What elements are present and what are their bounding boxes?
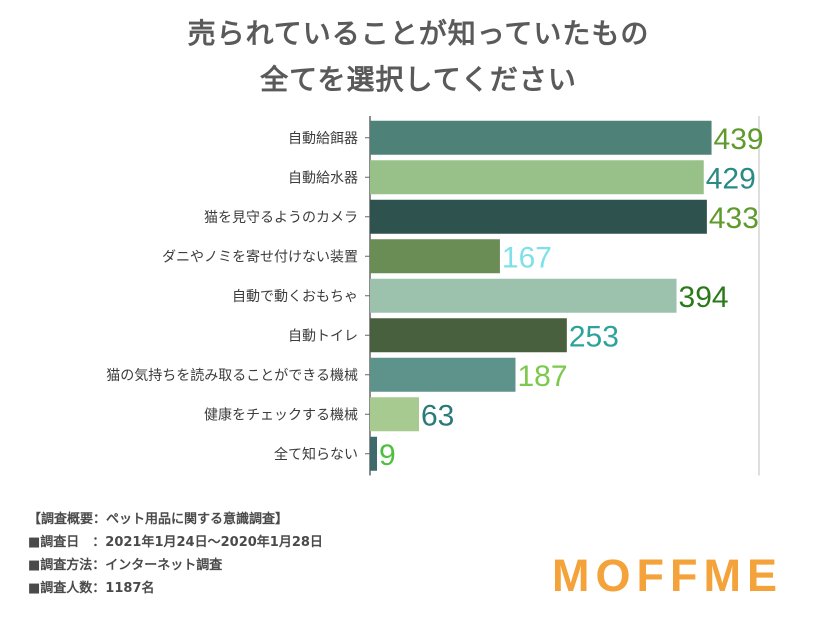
category-label: 猫の気持ちを読み取ることができる機械 <box>106 367 358 384</box>
bar <box>370 120 712 155</box>
moffme-logo: MOFFME <box>552 550 783 601</box>
value-label: 63 <box>421 399 454 432</box>
bar <box>370 436 378 471</box>
bar <box>370 278 677 313</box>
category-label: 猫を見守るようのカメラ <box>204 210 358 226</box>
bar-chart: 自動給餌器 439 自動給水器 429 猫を見守るようのカメラ 433 ダニやノミを寄せ付け… <box>106 116 764 476</box>
category-label: 全て知らない <box>274 446 358 463</box>
category-label: 健康をチェックする機械 <box>204 406 358 423</box>
value-label: 394 <box>679 281 729 314</box>
value-label: 429 <box>706 162 756 195</box>
survey-summary: 【調査概要：ペット用品に関する意識調査】 <box>28 512 289 527</box>
value-label: 253 <box>569 320 619 353</box>
value-label: 167 <box>502 241 552 274</box>
value-label: 187 <box>517 360 567 393</box>
category-label: 自動で動くおもちゃ <box>232 289 358 305</box>
survey-notes: 【調査概要：ペット用品に関する意識調査】 ■調査日 ：2021年1月24日〜20… <box>28 508 323 600</box>
chart-title-line1: 売られていることが知っていたもの <box>187 17 650 50</box>
category-label: ダニやノミを寄せ付けない装置 <box>162 248 358 265</box>
bar <box>370 160 704 195</box>
value-label: 433 <box>709 202 759 235</box>
bar <box>370 357 516 392</box>
bar <box>370 397 420 432</box>
value-label: 439 <box>714 123 764 156</box>
bar <box>370 199 707 234</box>
category-label: 自動給水器 <box>288 170 358 186</box>
chart-title-line2: 全てを選択してください <box>260 63 577 96</box>
value-label: 9 <box>379 439 396 472</box>
survey-count: ■調査人数：1187名 <box>28 581 155 596</box>
survey-method: ■調査方法：インターネット調査 <box>28 558 223 573</box>
bar <box>370 318 567 353</box>
category-label: 自動給餌器 <box>288 130 358 147</box>
bar <box>370 239 500 274</box>
category-label: 自動トイレ <box>288 328 358 344</box>
survey-date: ■調査日 ：2021年1月24日〜2020年1月28日 <box>28 535 323 550</box>
